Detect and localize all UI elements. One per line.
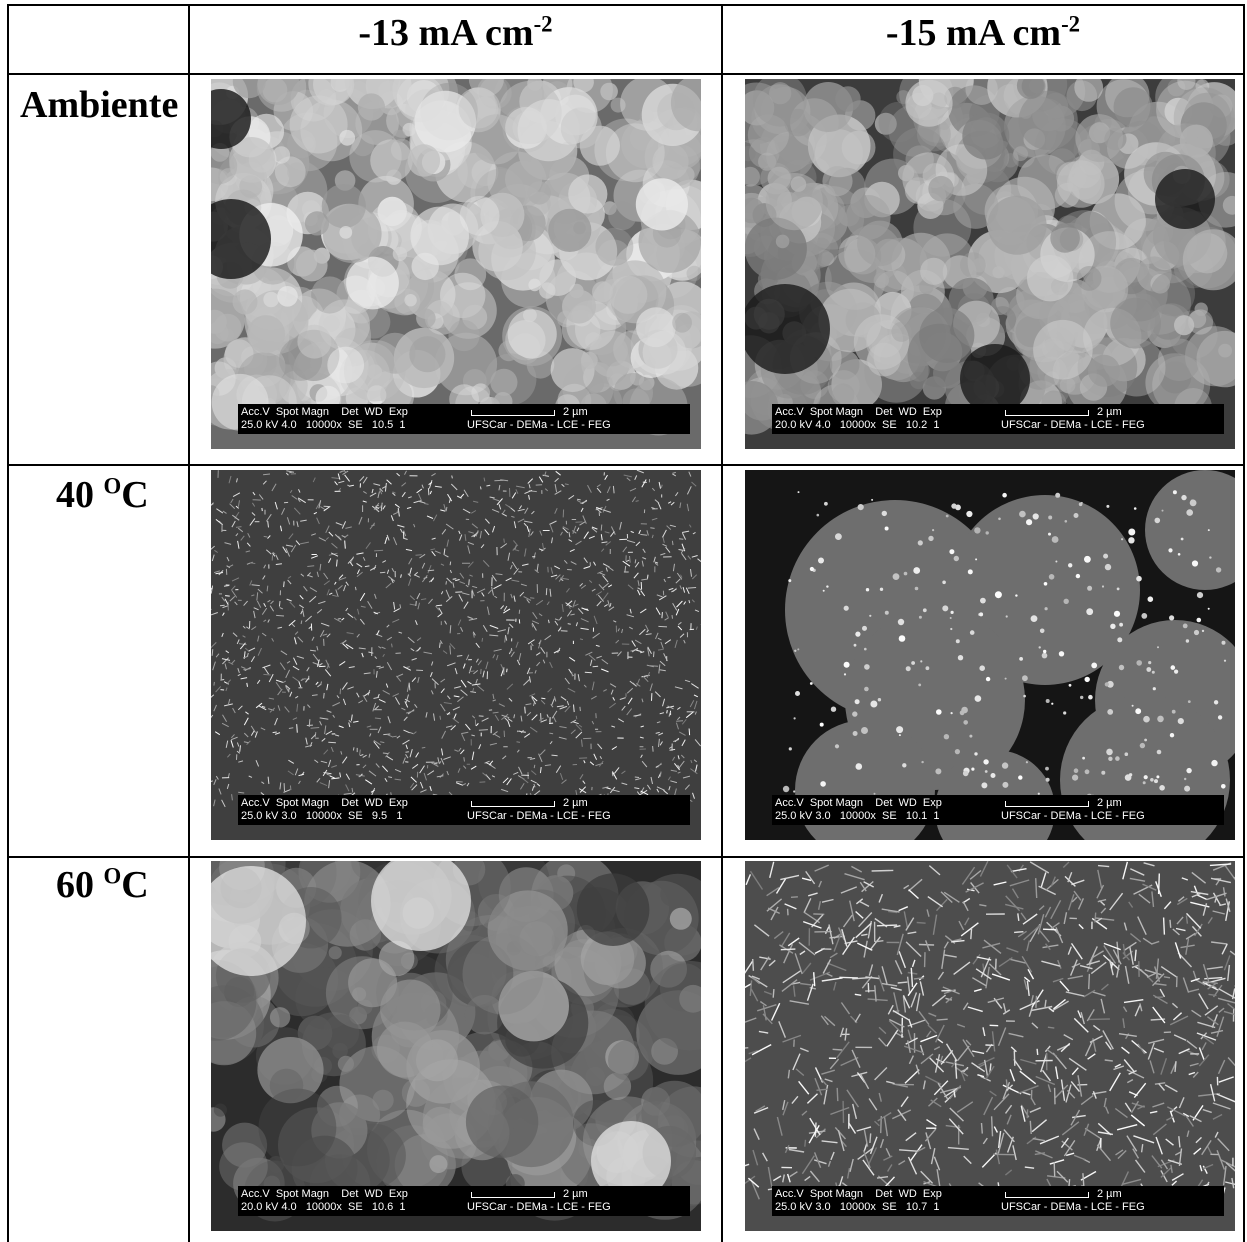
scale-bar — [471, 1192, 555, 1198]
sem-info-header: Acc.V Spot Magn Det WD Exp — [241, 406, 408, 418]
sem-image-40c-15: Acc.V Spot Magn Det WD Exp 25.0 kV 3.0 10… — [745, 470, 1235, 840]
sem-organization-label: UFSCar - DEMa - LCE - FEG — [1001, 1201, 1145, 1213]
row-header-ambiente: Ambiente — [20, 84, 179, 126]
scale-bar — [1005, 410, 1089, 416]
sem-info-values: 25.0 kV 3.0 10000x SE 9.5 1 — [241, 810, 403, 822]
table-rule-header — [7, 73, 1244, 75]
scale-bar — [1005, 1192, 1089, 1198]
sem-info-bar: Acc.V Spot Magn Det WD Exp 20.0 kV 4.0 10… — [772, 404, 1224, 434]
sem-micrograph-texture — [745, 79, 1235, 449]
sem-image-60c-15: Acc.V Spot Magn Det WD Exp 25.0 kV 3.0 10… — [745, 861, 1235, 1231]
column-header-13: -13 mA cm-2 — [358, 11, 553, 54]
sem-organization-label: UFSCar - DEMa - LCE - FEG — [467, 419, 611, 431]
sem-info-values: 25.0 kV 3.0 10000x SE 10.1 1 — [775, 810, 940, 822]
row-header-60c: 60 OC — [56, 863, 149, 906]
sem-info-header: Acc.V Spot Magn Det WD Exp — [241, 1188, 408, 1200]
sem-info-header: Acc.V Spot Magn Det WD Exp — [775, 797, 942, 809]
sem-info-header: Acc.V Spot Magn Det WD Exp — [775, 406, 942, 418]
sem-info-values: 25.0 kV 3.0 10000x SE 10.7 1 — [775, 1201, 940, 1213]
sem-info-bar: Acc.V Spot Magn Det WD Exp 25.0 kV 3.0 10… — [772, 1186, 1224, 1216]
sem-micrograph-texture — [211, 79, 701, 449]
sem-image-40c-13: Acc.V Spot Magn Det WD Exp 25.0 kV 3.0 10… — [211, 470, 701, 840]
sem-info-header: Acc.V Spot Magn Det WD Exp — [241, 797, 408, 809]
sem-micrograph-texture — [211, 861, 701, 1231]
sem-info-bar: Acc.V Spot Magn Det WD Exp 25.0 kV 3.0 10… — [238, 795, 690, 825]
sem-info-values: 20.0 kV 4.0 10000x SE 10.6 1 — [241, 1201, 406, 1213]
sem-organization-label: UFSCar - DEMa - LCE - FEG — [1001, 810, 1145, 822]
sem-organization-label: UFSCar - DEMa - LCE - FEG — [467, 1201, 611, 1213]
table-rule-row2 — [7, 856, 1244, 858]
scale-bar-label: 2 µm — [563, 1188, 588, 1200]
table-border-left — [7, 4, 9, 1242]
sem-micrograph-texture — [745, 861, 1235, 1231]
scale-bar-label: 2 µm — [1097, 406, 1122, 418]
sem-image-60c-13: Acc.V Spot Magn Det WD Exp 20.0 kV 4.0 10… — [211, 861, 701, 1231]
sem-organization-label: UFSCar - DEMa - LCE - FEG — [1001, 419, 1145, 431]
table-rule-row1 — [7, 464, 1244, 466]
sem-info-bar: Acc.V Spot Magn Det WD Exp 25.0 kV 4.0 10… — [238, 404, 690, 434]
sem-micrograph-texture — [211, 470, 701, 840]
scale-bar-label: 2 µm — [1097, 1188, 1122, 1200]
sem-organization-label: UFSCar - DEMa - LCE - FEG — [467, 810, 611, 822]
sem-info-bar: Acc.V Spot Magn Det WD Exp 20.0 kV 4.0 10… — [238, 1186, 690, 1216]
scale-bar — [471, 801, 555, 807]
sem-image-ambiente-15: Acc.V Spot Magn Det WD Exp 20.0 kV 4.0 10… — [745, 79, 1235, 449]
scale-bar-label: 2 µm — [563, 406, 588, 418]
table-col-divider-1 — [188, 4, 190, 1242]
scale-bar-label: 2 µm — [563, 797, 588, 809]
sem-micrograph-texture — [745, 470, 1235, 840]
sem-info-values: 25.0 kV 4.0 10000x SE 10.5 1 — [241, 419, 406, 431]
column-header-15: -15 mA cm-2 — [885, 11, 1081, 54]
scale-bar-label: 2 µm — [1097, 797, 1122, 809]
table-col-divider-2 — [721, 4, 723, 1242]
sem-info-bar: Acc.V Spot Magn Det WD Exp 25.0 kV 3.0 10… — [772, 795, 1224, 825]
row-header-40c: 40 OC — [56, 473, 149, 516]
sem-image-ambiente-13: Acc.V Spot Magn Det WD Exp 25.0 kV 4.0 10… — [211, 79, 701, 449]
scale-bar — [471, 410, 555, 416]
table-border-right — [1243, 4, 1245, 1242]
sem-info-values: 20.0 kV 4.0 10000x SE 10.2 1 — [775, 419, 940, 431]
table-border-top — [7, 4, 1244, 6]
scale-bar — [1005, 801, 1089, 807]
sem-info-header: Acc.V Spot Magn Det WD Exp — [775, 1188, 942, 1200]
